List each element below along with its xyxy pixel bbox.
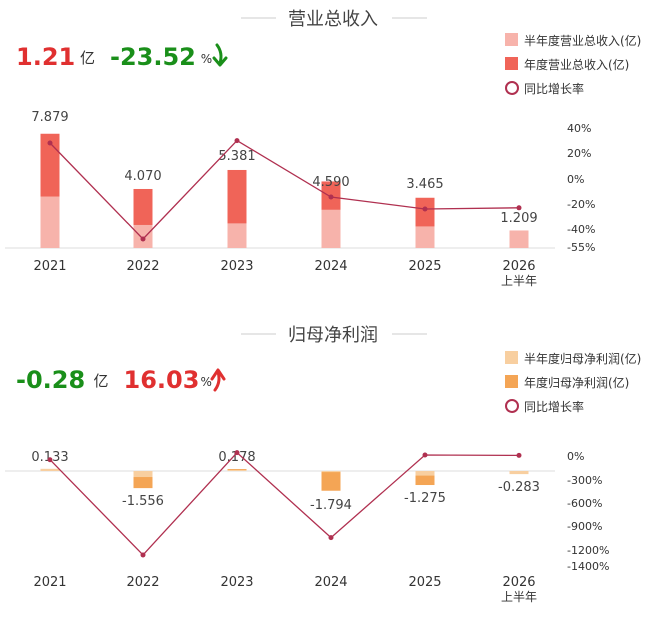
legend-label: 年度营业总收入(亿) — [524, 57, 629, 72]
headline-value: 1.21 — [16, 43, 75, 71]
bar-half-year — [40, 196, 60, 248]
bar-half-year — [509, 471, 529, 475]
y2-tick-label: -1200% — [567, 544, 609, 557]
legend-label: 同比增长率 — [524, 81, 584, 96]
growth-point — [234, 450, 240, 456]
y2-tick-label: 40% — [567, 122, 591, 135]
bar-half-year — [321, 209, 341, 248]
legend-label: 半年度归母净利润(亿) — [524, 351, 641, 366]
x-tick-label: 2026 — [502, 259, 535, 274]
data-label: 1.209 — [500, 211, 537, 226]
y2-tick-label: -20% — [567, 198, 595, 211]
x-tick-label: 2025 — [408, 575, 441, 590]
legend-swatch — [505, 33, 518, 46]
headline-change-unit: % — [201, 375, 212, 389]
growth-point — [516, 205, 522, 211]
growth-point — [47, 457, 53, 463]
data-label: 4.590 — [312, 175, 349, 190]
arrow-up-icon — [210, 368, 226, 392]
legend-marker — [505, 81, 519, 95]
y2-tick-label: 0% — [567, 450, 584, 463]
data-label: 5.381 — [218, 149, 255, 164]
growth-line — [49, 451, 520, 556]
y2-tick-label: -300% — [567, 474, 602, 487]
y2-tick-label: -55% — [567, 241, 595, 254]
x-tick-label: 2024 — [314, 259, 347, 274]
bar-half-year — [227, 223, 247, 248]
legend-swatch — [505, 351, 518, 364]
data-label: 4.070 — [124, 169, 161, 184]
headline-change-unit: % — [201, 52, 212, 66]
legend-label: 同比增长率 — [524, 399, 584, 414]
x-tick-label: 2022 — [126, 259, 159, 274]
growth-point — [516, 452, 522, 458]
y2-tick-label: 0% — [567, 173, 584, 186]
legend-label: 年度归母净利润(亿) — [524, 375, 629, 390]
data-label: 7.879 — [31, 110, 68, 125]
growth-line — [49, 139, 520, 240]
x-tick-label: 2021 — [33, 259, 66, 274]
bar-half-year — [133, 471, 153, 478]
x-tick-label: 2023 — [220, 575, 253, 590]
growth-point — [422, 206, 428, 212]
headline-value: -0.28 — [16, 366, 85, 394]
headline-unit: 亿 — [94, 372, 109, 390]
data-label: -1.275 — [404, 491, 446, 506]
growth-point — [140, 552, 146, 558]
arrow-down-icon — [212, 43, 228, 67]
chart-title: 归母净利润 — [288, 325, 378, 346]
legend-swatch — [505, 57, 518, 70]
x-tick-label: 2026 — [502, 575, 535, 590]
growth-point — [140, 236, 146, 242]
growth-point — [422, 452, 428, 458]
x-tick-label: 2024 — [314, 575, 347, 590]
y2-tick-label: 20% — [567, 147, 591, 160]
x-tick-label: 2021 — [33, 575, 66, 590]
x-tick-sublabel: 上半年 — [501, 274, 537, 288]
headline-change: -23.52 — [110, 43, 196, 71]
x-tick-label: 2022 — [126, 575, 159, 590]
data-label: -0.283 — [498, 480, 540, 495]
bar-annual — [321, 471, 341, 491]
y2-tick-label: -40% — [567, 223, 595, 236]
bar-half-year — [509, 230, 529, 248]
bar-half-year — [133, 224, 153, 248]
y2-tick-label: -1400% — [567, 560, 609, 573]
bar-half-year — [321, 471, 341, 473]
growth-point — [47, 140, 53, 146]
y2-tick-label: -600% — [567, 497, 602, 510]
data-label: 3.465 — [406, 177, 443, 192]
data-label: -1.556 — [122, 494, 164, 509]
x-tick-label: 2025 — [408, 259, 441, 274]
bar-half-year — [40, 468, 60, 471]
headline-unit: 亿 — [80, 49, 95, 67]
legend-label: 半年度营业总收入(亿) — [524, 33, 641, 48]
bar-half-year — [415, 226, 435, 248]
legend-marker — [505, 399, 519, 413]
chart-2: 归母净利润 -0.28 亿 16.03 % 半年度归母净利润(亿) 年度归母净利润(亿) 同比… — [5, 325, 641, 604]
x-tick-label: 2023 — [220, 259, 253, 274]
y2-tick-label: -900% — [567, 520, 602, 533]
bar-half-year — [227, 469, 247, 471]
growth-point — [328, 194, 334, 200]
x-tick-sublabel: 上半年 — [501, 590, 537, 604]
chart-title: 营业总收入 — [288, 9, 378, 30]
growth-point — [328, 535, 334, 541]
headline-change: 16.03 — [124, 366, 200, 394]
bar-half-year — [415, 471, 435, 476]
chart-1: 营业总收入 1.21 亿 -23.52 % 半年度营业总收入(亿) 年度营业总收入(亿) 同比… — [5, 9, 641, 288]
data-label: -1.794 — [310, 498, 352, 513]
legend-swatch — [505, 375, 518, 388]
growth-point — [234, 138, 240, 144]
